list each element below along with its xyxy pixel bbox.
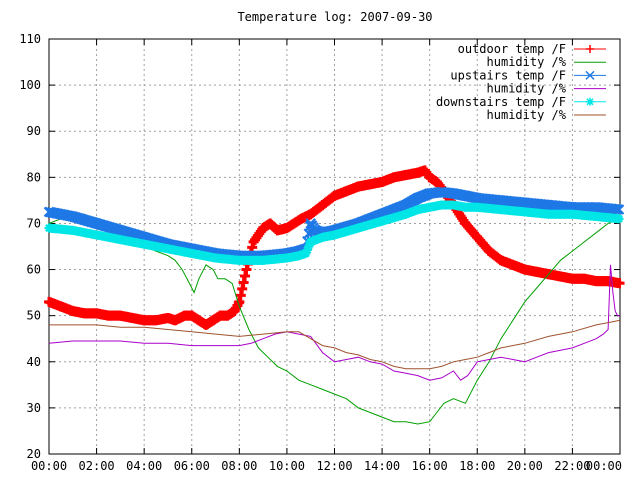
x-tick-label: 00:00 (31, 459, 67, 473)
data-point (614, 214, 624, 224)
x-tick-label: 22:00 (554, 459, 590, 473)
series-6 (49, 319, 621, 370)
legend-label: humidity /% (487, 55, 567, 69)
series-4 (48, 264, 620, 381)
axes: 20 30 40 50 60 70 80 90 100 110 00:00 02:00 04:00 06:… (19, 32, 622, 473)
series-line (49, 319, 621, 370)
legend-label: humidity /% (487, 82, 567, 96)
legend-label: downstairs temp /F (436, 95, 566, 109)
legend-label: humidity /% (487, 108, 567, 122)
y-tick-label: 60 (27, 263, 41, 277)
legend-marker (586, 97, 594, 106)
legend-marker (585, 70, 595, 80)
x-tick-label: 06:00 (174, 459, 210, 473)
data-point (304, 242, 314, 251)
series-line (48, 264, 620, 381)
x-tick-label: 02:00 (79, 459, 115, 473)
y-tick-label: 30 (27, 401, 41, 415)
y-tick-label: 70 (27, 216, 41, 230)
y-tick-label: 100 (19, 78, 41, 92)
x-tick-label: 04:00 (126, 459, 162, 473)
y-tick-label: 20 (27, 447, 41, 461)
y-tick-label: 110 (19, 32, 41, 46)
y-tick-label: 50 (27, 309, 41, 323)
x-tick-label: 08:00 (221, 459, 257, 473)
x-tick-label: 18:00 (459, 459, 495, 473)
series-3 (43, 186, 625, 261)
x-tick-label: 12:00 (316, 459, 352, 473)
legend-label: outdoor temp /F (458, 42, 566, 56)
data-point (614, 278, 625, 289)
legend-label: upstairs temp /F (450, 68, 566, 82)
data-point (302, 245, 312, 255)
data-point (613, 204, 625, 215)
series-2 (48, 213, 621, 425)
x-tick-label: 16:00 (412, 459, 448, 473)
series-5 (44, 200, 624, 265)
series-group (43, 165, 625, 425)
legend-marker (586, 45, 594, 53)
legend-swatch (574, 97, 606, 106)
x-tick-label: 00:00 (586, 459, 622, 473)
legend-swatch (574, 70, 606, 80)
x-tick-label: 20:00 (507, 459, 543, 473)
y-tick-label: 80 (27, 170, 41, 184)
y-tick-label: 40 (27, 355, 41, 369)
x-tick-label: 10:00 (269, 459, 305, 473)
legend-swatch (574, 45, 606, 53)
y-tick-label: 90 (27, 124, 41, 138)
chart-title: Temperature log: 2007-09-30 (237, 10, 432, 24)
data-point (301, 248, 311, 258)
series-line (48, 213, 621, 425)
x-tick-label: 14:00 (364, 459, 400, 473)
